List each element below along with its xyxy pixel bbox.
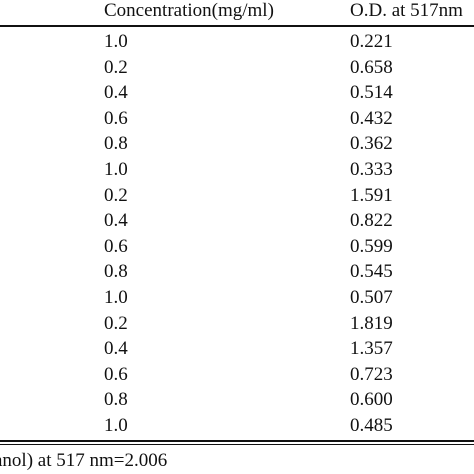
table-row: 1.0 0.333 <box>0 157 474 183</box>
od-cell: 0.485 <box>350 414 393 436</box>
concentration-cell: 0.2 <box>104 56 128 78</box>
concentration-cell: 0.4 <box>104 338 128 360</box>
concentration-cell: 0.8 <box>104 261 128 283</box>
table-row: 0.8 0.600 <box>0 387 474 413</box>
concentration-cell: 0.6 <box>104 235 128 257</box>
table-row: 0.8 0.362 <box>0 131 474 157</box>
header-concentration: Concentration(mg/ml) <box>104 0 274 21</box>
od-cell: 0.507 <box>350 286 393 308</box>
table-row: 0.6 0.599 <box>0 234 474 260</box>
bottom-rule <box>0 440 474 442</box>
table-row: 0.2 0.658 <box>0 55 474 81</box>
od-cell: 0.362 <box>350 133 393 155</box>
od-cell: 1.357 <box>350 338 393 360</box>
concentration-cell: 1.0 <box>104 31 128 52</box>
bottom-rule-thin <box>0 444 474 445</box>
od-cell: 0.514 <box>350 82 393 104</box>
od-cell: 0.658 <box>350 56 393 78</box>
table-row: 0.2 1.591 <box>0 183 474 209</box>
od-cell: 0.221 <box>350 31 393 52</box>
od-cell: 0.432 <box>350 107 393 129</box>
table-row: 0.4 0.822 <box>0 208 474 234</box>
table-row: 0.4 1.357 <box>0 336 474 362</box>
concentration-cell: 0.8 <box>104 133 128 155</box>
table-row: 0.6 0.432 <box>0 106 474 132</box>
table-row: 0.4 0.514 <box>0 80 474 106</box>
header-od: O.D. at 517nm <box>350 0 463 21</box>
od-cell: 0.822 <box>350 210 393 232</box>
concentration-cell: 0.4 <box>104 210 128 232</box>
od-cell: 1.591 <box>350 184 393 206</box>
concentration-cell: 0.8 <box>104 389 128 411</box>
concentration-cell: 0.2 <box>104 312 128 334</box>
table-body: 1.0 0.221 0.2 0.658 0.4 0.514 0.6 0.432 0.8 0.362… <box>0 29 474 439</box>
concentration-cell: 0.6 <box>104 363 128 385</box>
od-cell: 0.545 <box>350 261 393 283</box>
top-rule <box>0 25 474 27</box>
od-cell: 1.819 <box>350 312 393 334</box>
od-cell: 0.723 <box>350 363 393 385</box>
concentration-cell: 0.2 <box>104 184 128 206</box>
table-row: 0.2 1.819 <box>0 311 474 337</box>
table-row: 0.6 0.723 <box>0 362 474 388</box>
table-row: 1.0 0.221 <box>0 29 474 55</box>
concentration-cell: 1.0 <box>104 414 128 436</box>
concentration-cell: 0.4 <box>104 82 128 104</box>
table-row: 1.0 0.485 <box>0 413 474 439</box>
concentration-cell: 1.0 <box>104 286 128 308</box>
od-cell: 0.599 <box>350 235 393 257</box>
od-cell: 0.333 <box>350 158 393 180</box>
concentration-cell: 0.6 <box>104 107 128 129</box>
table-row: 1.0 0.507 <box>0 285 474 311</box>
concentration-cell: 1.0 <box>104 158 128 180</box>
table-footnote: anol) at 517 nm=2.006 <box>0 450 168 471</box>
od-cell: 0.600 <box>350 389 393 411</box>
table-row: 0.8 0.545 <box>0 259 474 285</box>
